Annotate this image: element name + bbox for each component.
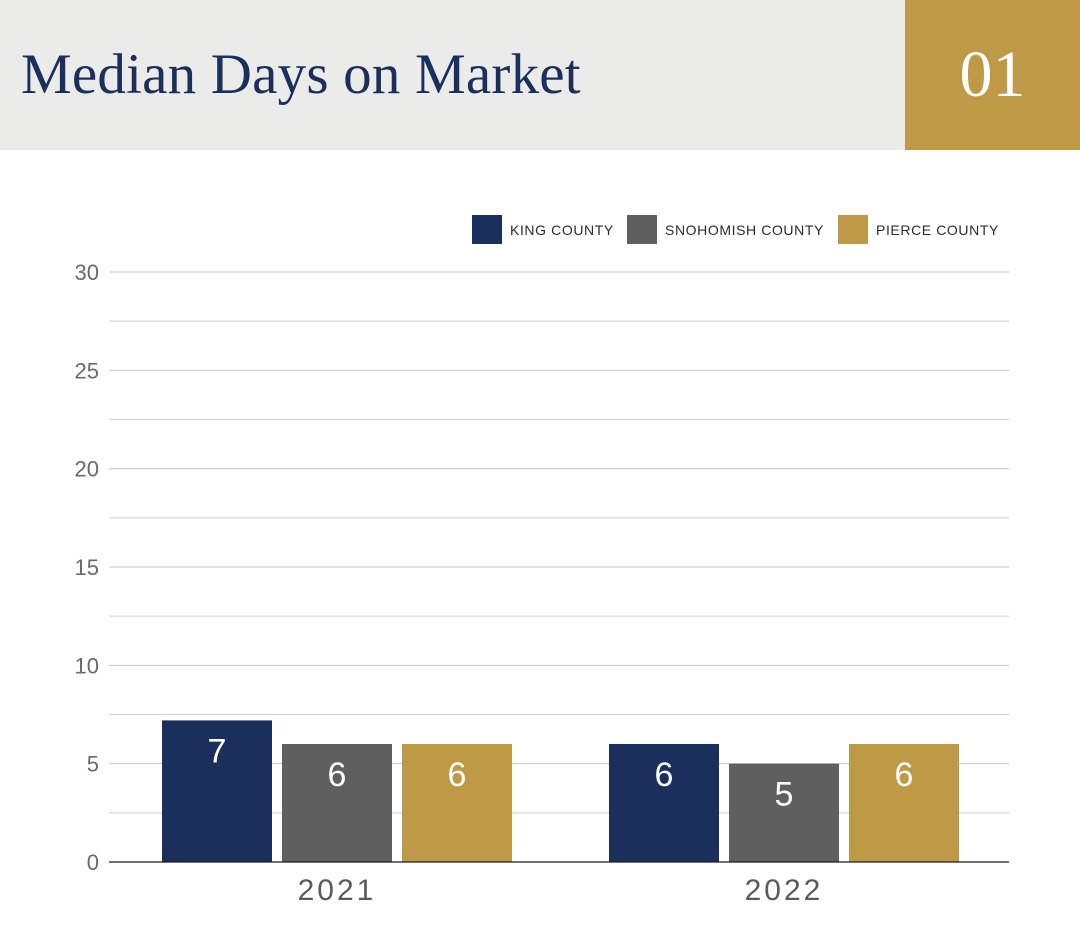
legend-label-snohomish: SNOHOMISH COUNTY [665, 222, 824, 238]
header-bar: Median Days on Market 01 [0, 0, 1080, 150]
legend-label-king: KING COUNTY [510, 222, 614, 238]
bar-data-label: 7 [208, 732, 227, 770]
legend-label-pierce: PIERCE COUNTY [876, 222, 999, 238]
bar [849, 744, 959, 862]
y-tick-label: 5 [87, 752, 99, 777]
section-number: 01 [959, 38, 1026, 111]
y-tick-label: 10 [75, 653, 99, 678]
bar-data-label: 6 [655, 756, 674, 794]
legend-swatch-pierce [838, 215, 868, 244]
bar [282, 744, 392, 862]
bar [609, 744, 719, 862]
bar-data-label: 6 [448, 756, 467, 794]
bar-data-label: 6 [895, 756, 914, 794]
page-title: Median Days on Market [21, 43, 581, 106]
x-tick-label: 2021 [298, 874, 377, 907]
bar [729, 763, 839, 862]
y-tick-label: 30 [75, 260, 99, 285]
bar [402, 744, 512, 862]
bar-data-label: 5 [775, 776, 794, 814]
y-tick-label: 20 [75, 457, 99, 482]
bar [162, 720, 272, 862]
bar-data-label: 6 [328, 756, 347, 794]
y-tick-label: 25 [75, 358, 99, 383]
y-tick-label: 0 [87, 850, 99, 875]
legend-swatch-snohomish [627, 215, 657, 244]
y-tick-label: 15 [75, 555, 99, 580]
x-tick-label: 2022 [745, 874, 824, 907]
section-number-box: 01 [905, 0, 1080, 150]
legend-swatch-king [472, 215, 502, 244]
